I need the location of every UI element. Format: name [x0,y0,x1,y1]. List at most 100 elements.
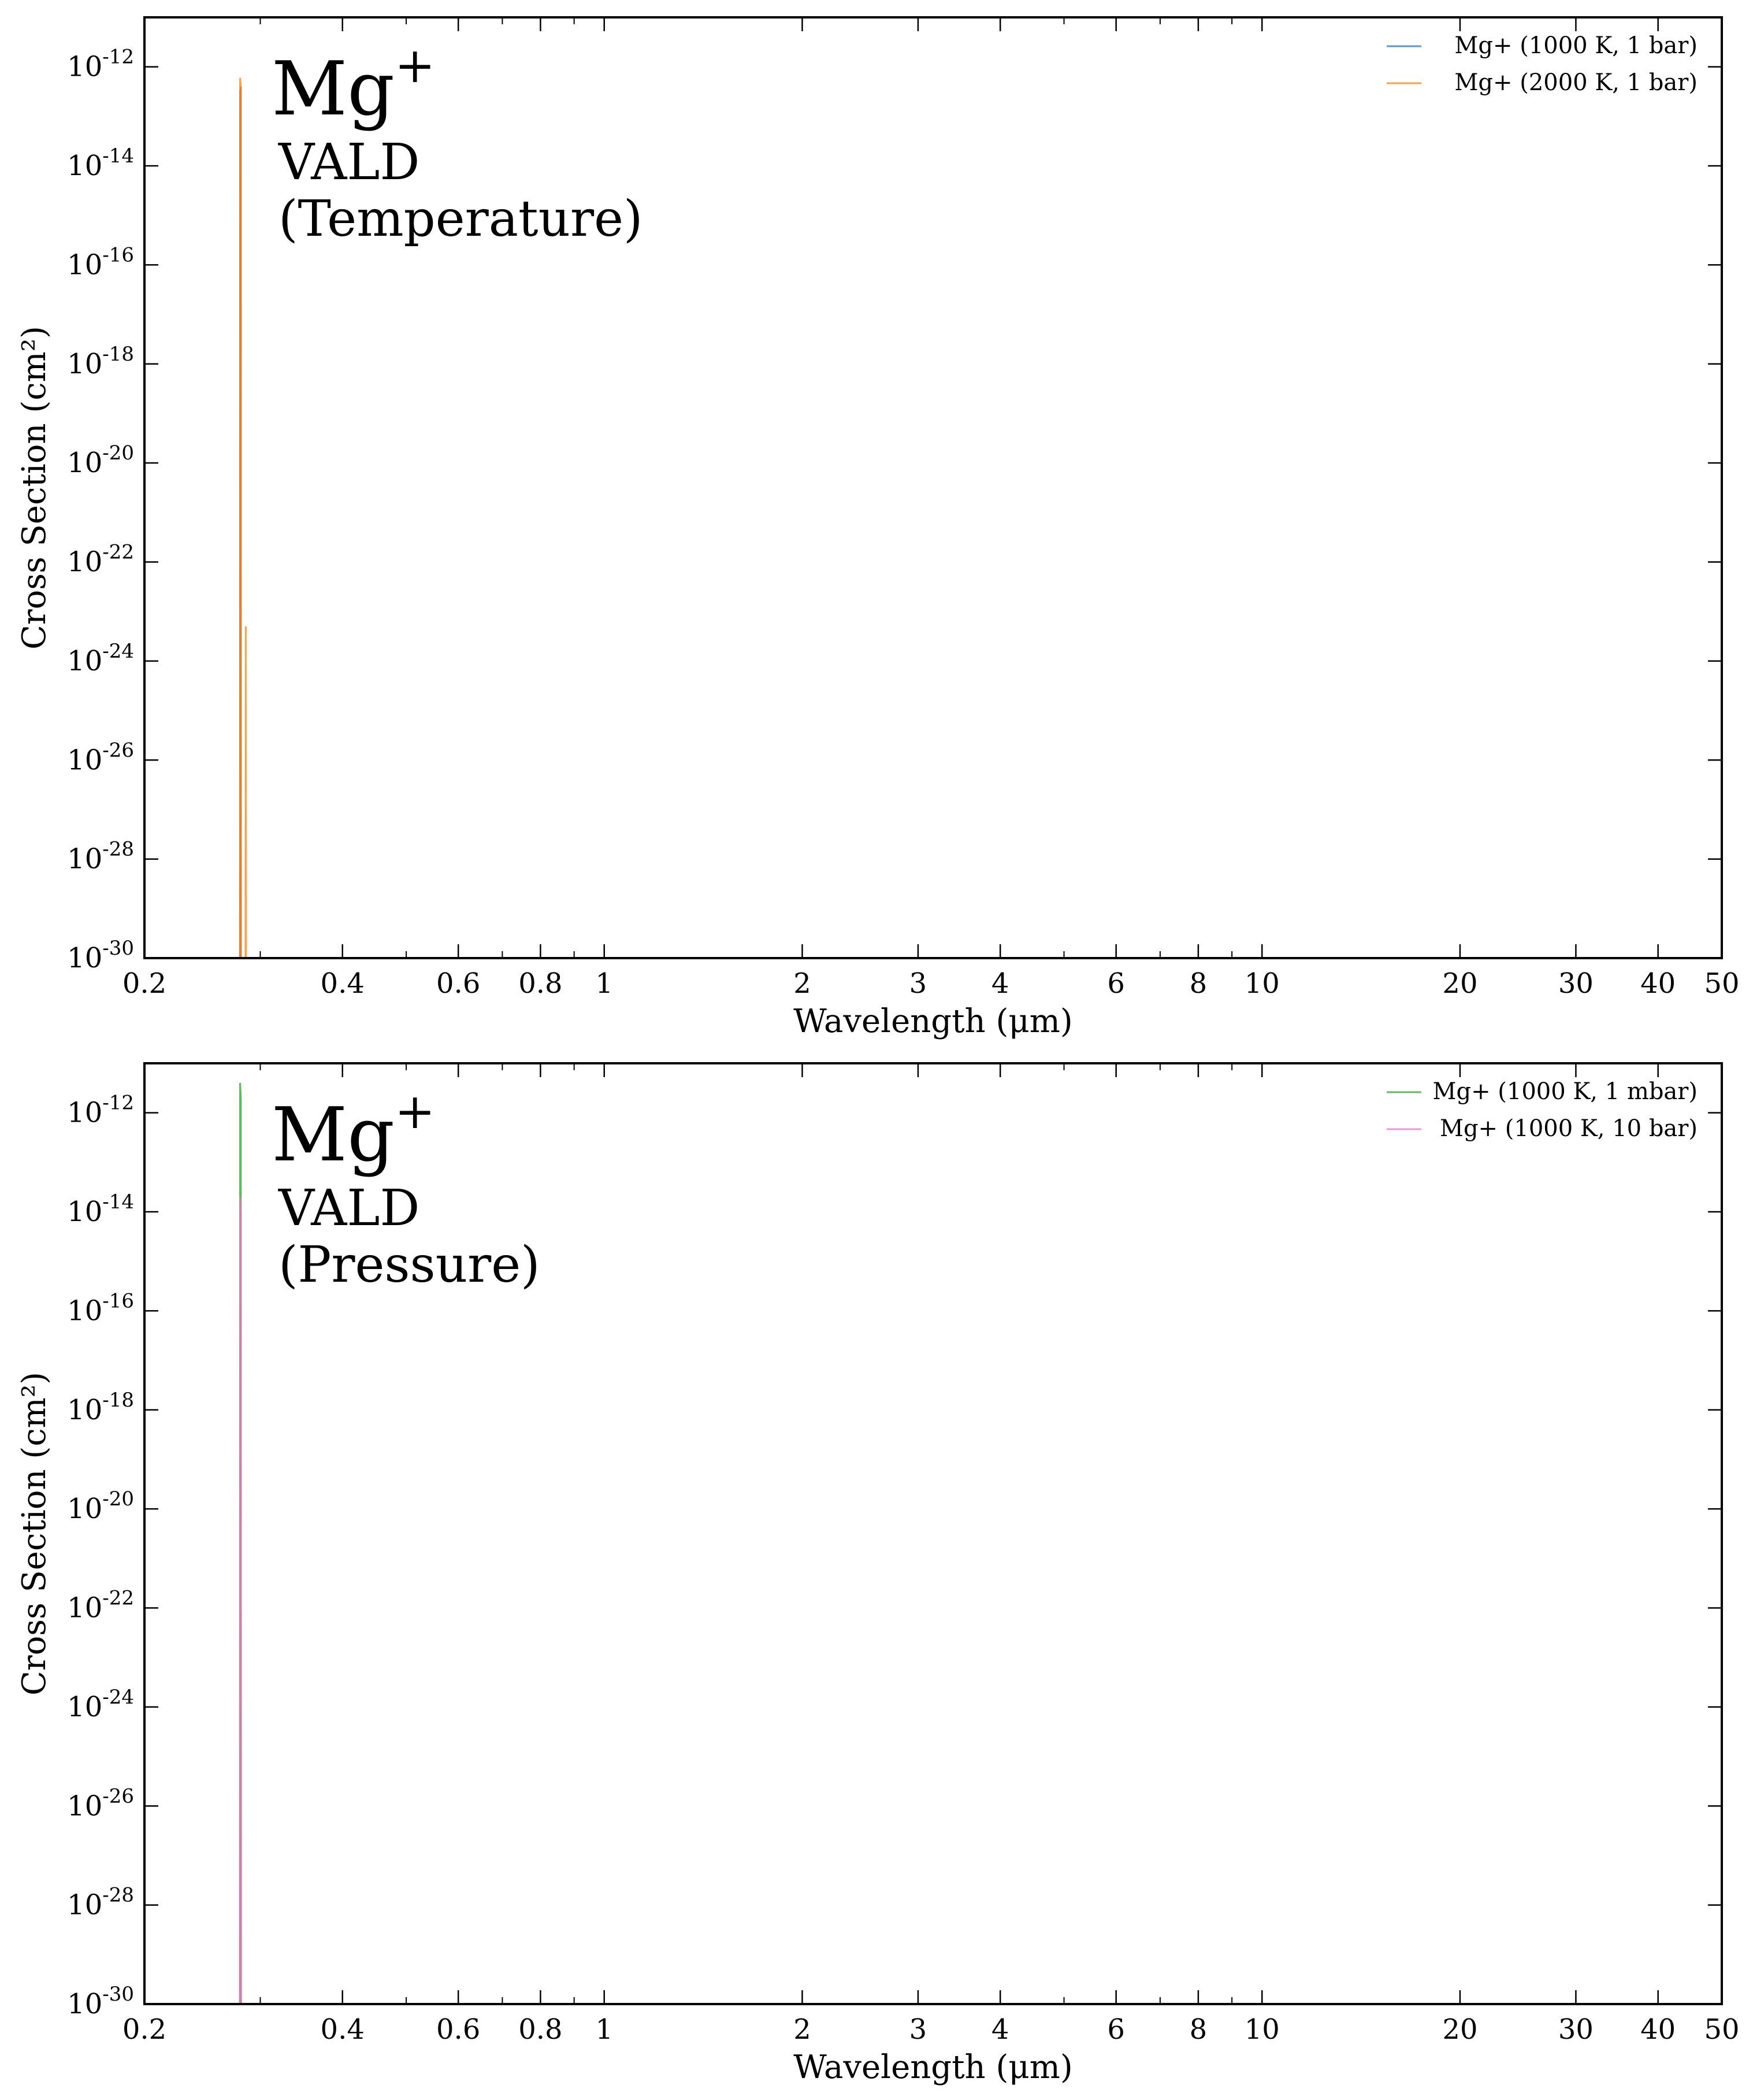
x-tick-label: 2 [793,967,811,1000]
x-axis-label: Wavelength (μm) [793,2049,1072,2086]
legend-label: Mg+ (1000 K, 1 bar) [1454,32,1698,59]
y-tick-label: 10-30 [67,937,134,974]
species-charge: + [395,37,435,94]
y-tick-exponent: -18 [102,343,134,366]
legend-label: Mg+ (2000 K, 1 bar) [1454,69,1698,96]
y-tick-label: 10-30 [67,1983,134,2020]
y-tick-exponent: -22 [102,1587,134,1610]
variant-label: (Temperature) [278,190,643,248]
y-tick-base: 10 [67,1493,102,1525]
y-tick-label: 10-12 [67,1092,134,1129]
variant-label: (Pressure) [278,1236,540,1294]
y-tick-label: 10-22 [67,541,134,578]
y-tick-label: 10-20 [67,441,134,479]
y-tick-label: 10-14 [67,1190,134,1228]
species-name: Mg [272,1092,395,1178]
x-tick-label: 0.6 [436,967,480,1000]
y-tick-label: 10-18 [67,343,134,380]
database-label: VALD [278,133,419,191]
legend: Mg+ (1000 K, 1 mbar) Mg+ (1000 K, 10 bar) [1387,1078,1698,1142]
y-tick-exponent: -20 [102,1487,134,1511]
y-tick-base: 10 [67,645,102,677]
species-label: Mg+ [272,1083,435,1178]
panel-pressure: 0.2 0.4 0.6 0.8 1 2 3 4 6 8 10 20 30 40 5010-1210-1410… [16,1062,1740,2086]
database-label: VALD [278,1179,419,1237]
x-tick-label: 50 [1704,2013,1739,2046]
x-tick-label: 10 [1245,967,1280,1000]
y-tick-label: 10-28 [67,838,134,875]
x-tick-label: 1 [595,2013,613,2046]
series-group [239,1083,242,2005]
y-tick-base: 10 [67,1889,102,1921]
x-tick-label: 4 [991,2013,1009,2046]
y-tick-base: 10 [67,1691,102,1723]
x-tick-label: 3 [909,967,927,1000]
x-tick-label: 40 [1640,967,1676,1000]
y-tick-base: 10 [67,942,102,974]
x-tick-label: 30 [1558,967,1594,1000]
x-tick-label: 0.8 [518,2013,562,2046]
y-tick-exponent: -24 [102,1686,134,1709]
y-tick-label: 10-18 [67,1389,134,1426]
legend: Mg+ (1000 K, 1 bar) Mg+ (2000 K, 1 bar) [1387,32,1698,96]
y-tick-exponent: -16 [102,243,134,266]
legend-label: Mg+ (1000 K, 10 bar) [1440,1115,1698,1142]
y-tick-base: 10 [67,1097,102,1129]
y-tick-base: 10 [67,348,102,380]
species-name: Mg [272,46,395,132]
y-tick-exponent: -28 [102,1884,134,1907]
x-tick-label: 3 [909,2013,927,2046]
y-tick-base: 10 [67,1294,102,1327]
x-tick-label: 4 [991,967,1009,1000]
y-tick-label: 10-14 [67,144,134,182]
y-tick-base: 10 [67,1790,102,1822]
y-axis-label: Cross Section (cm²) [16,1372,53,1695]
x-tick-label: 10 [1245,2013,1280,2046]
x-tick-label: 0.6 [436,2013,480,2046]
y-tick-base: 10 [67,1394,102,1426]
x-tick-label: 2 [793,2013,811,2046]
x-tick-label: 50 [1704,967,1739,1000]
y-tick-exponent: -30 [102,1983,134,2006]
y-tick-label: 10-28 [67,1884,134,1921]
y-tick-exponent: -18 [102,1389,134,1412]
y-tick-base: 10 [67,843,102,875]
x-tick-label: 0.2 [122,967,166,1000]
axes-frame [143,16,1723,959]
axes-frame [143,1062,1723,2005]
y-tick-base: 10 [67,51,102,83]
y-tick-exponent: -22 [102,541,134,564]
y-tick-exponent: -20 [102,441,134,465]
y-tick-exponent: -26 [102,1784,134,1808]
y-tick-label: 10-16 [67,1289,134,1327]
y-tick-base: 10 [67,447,102,479]
x-tick-label: 20 [1442,2013,1477,2046]
species-charge: + [395,1083,435,1140]
x-tick-label: 30 [1558,2013,1594,2046]
x-tick-label: 8 [1190,967,1208,1000]
y-tick-base: 10 [67,1988,102,2020]
y-tick-exponent: -16 [102,1289,134,1312]
y-tick-label: 10-22 [67,1587,134,1624]
y-tick-label: 10-24 [67,1686,134,1723]
y-tick-base: 10 [67,1592,102,1624]
y-tick-base: 10 [67,248,102,281]
x-tick-label: 0.4 [321,2013,365,2046]
y-tick-label: 10-24 [67,640,134,677]
y-tick-base: 10 [67,150,102,182]
y-tick-label: 10-26 [67,739,134,776]
y-tick-exponent: -12 [102,1092,134,1115]
x-tick-label: 0.8 [518,967,562,1000]
y-tick-base: 10 [67,1196,102,1228]
y-tick-exponent: -30 [102,937,134,960]
x-tick-label: 8 [1190,2013,1208,2046]
x-tick-label: 40 [1640,2013,1676,2046]
x-tick-label: 6 [1107,967,1125,1000]
y-tick-exponent: -14 [102,1190,134,1214]
y-tick-label: 10-26 [67,1784,134,1822]
panel-temperature: 0.2 0.4 0.6 0.8 1 2 3 4 6 8 10 20 30 40 5010-1210-1410… [16,16,1740,1040]
x-tick-label: 0.2 [122,2013,166,2046]
y-tick-label: 10-12 [67,46,134,83]
